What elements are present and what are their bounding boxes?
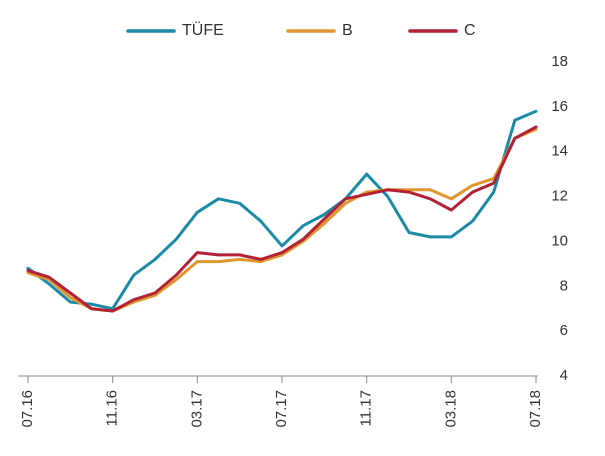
y-tick-label: 16 [551, 98, 568, 115]
series-line-1 [26, 109, 538, 311]
y-tick-label: 12 [551, 188, 568, 205]
x-tick-label: 11.17 [358, 390, 375, 426]
y-tick-label: 6 [560, 322, 568, 339]
x-tick-label: 07.18 [527, 390, 544, 428]
x-tick-label: 03.17 [188, 390, 205, 428]
y-tick-label: 4 [560, 367, 568, 384]
legend-label: C [464, 22, 476, 39]
x-tick-label: 03.18 [442, 390, 459, 428]
y-tick-label: 14 [551, 143, 568, 160]
legend-label: TÜFE [182, 21, 224, 39]
x-tick-label: 07.16 [19, 390, 36, 428]
y-tick-label: 8 [560, 277, 568, 294]
series-line-3 [26, 125, 538, 313]
legend-label: B [342, 22, 353, 39]
axes: 07.16 11.16 03.17 07.17 11.17 03.18 07.18 4 6 8 10… [18, 53, 568, 428]
y-tick-label: 10 [551, 232, 568, 249]
series-line-2 [26, 127, 538, 313]
y-tick-label: 18 [551, 53, 568, 70]
x-tick-label: 07.17 [273, 390, 290, 428]
plot-area [26, 109, 538, 313]
legend: TÜFE B C [126, 21, 476, 39]
x-tick-label: 11.16 [104, 390, 121, 426]
